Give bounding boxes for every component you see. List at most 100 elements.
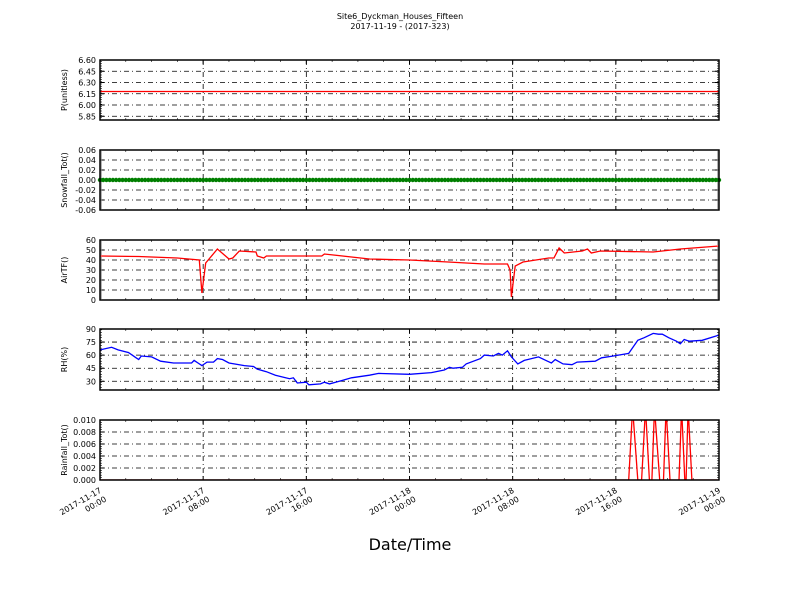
data-point — [117, 177, 122, 183]
data-point — [323, 177, 328, 183]
data-point — [236, 177, 241, 183]
data-point — [571, 177, 577, 183]
data-point — [626, 177, 631, 183]
data-point — [120, 177, 125, 183]
y-tick-label: 50 — [86, 246, 96, 255]
data-point — [304, 177, 309, 183]
data-point — [146, 177, 151, 183]
data-point — [623, 177, 628, 183]
data-point — [307, 177, 312, 183]
data-point — [336, 177, 341, 183]
data-point — [613, 177, 619, 183]
y-tick-label: 6.00 — [78, 101, 96, 110]
data-point — [139, 177, 145, 183]
data-point — [275, 177, 280, 183]
data-point — [242, 177, 248, 183]
data-point — [233, 177, 238, 183]
y-tick-label: 30 — [86, 266, 96, 275]
data-point — [455, 177, 461, 183]
data-point — [549, 177, 554, 183]
data-point — [458, 177, 464, 183]
data-point — [542, 177, 548, 183]
data-point — [639, 177, 644, 183]
y-tick-label: -0.06 — [75, 206, 96, 215]
data-point — [591, 177, 596, 183]
data-point — [320, 177, 325, 183]
data-point — [265, 177, 270, 183]
x-tick-label: 2017-11-1716:00 — [265, 486, 315, 526]
data-point — [478, 177, 483, 183]
data-point — [371, 177, 377, 183]
y-tick-label: 0.002 — [73, 464, 96, 473]
y-tick-label: 0.004 — [73, 452, 96, 461]
data-point — [581, 177, 586, 183]
y-tick-label: 6.60 — [78, 56, 96, 65]
data-point — [568, 177, 573, 183]
x-tick-label: 2017-11-1800:00 — [368, 486, 418, 526]
data-point — [636, 177, 641, 183]
data-point — [620, 177, 625, 183]
panel-4: 30 45 60 75 90 RH(%) — [60, 325, 720, 391]
y-tick-label: 40 — [86, 256, 96, 265]
data-point — [113, 177, 119, 183]
y-tick-label: 60 — [86, 236, 96, 245]
data-point — [123, 177, 128, 183]
data-point — [700, 177, 706, 183]
data-point — [294, 177, 299, 183]
data-point — [107, 177, 112, 183]
data-point — [442, 177, 448, 183]
data-point — [288, 177, 293, 183]
data-point — [429, 177, 435, 183]
data-point — [436, 177, 441, 183]
data-point — [194, 177, 199, 183]
data-point — [333, 177, 338, 183]
y-tick-label: 6.15 — [78, 90, 96, 99]
axes-frame — [99, 239, 720, 301]
data-point — [339, 177, 344, 183]
data-point — [510, 177, 515, 183]
data-point — [687, 177, 693, 183]
data-point — [600, 177, 606, 183]
data-point — [558, 177, 564, 183]
x-axis-label: Date/Time — [369, 535, 452, 554]
data-point — [249, 177, 254, 183]
data-point — [178, 177, 183, 183]
data-point — [555, 177, 561, 183]
data-point — [420, 177, 425, 183]
data-point — [104, 177, 109, 183]
data-point — [352, 177, 357, 183]
y-tick-label: -0.02 — [75, 186, 96, 195]
data-point — [223, 177, 228, 183]
data-point — [665, 177, 670, 183]
data-point — [384, 177, 390, 183]
data-point — [529, 177, 535, 183]
data-point — [491, 177, 496, 183]
data-point — [562, 177, 567, 183]
y-tick-label: 60 — [86, 351, 96, 360]
data-point — [197, 177, 203, 183]
data-point — [668, 177, 673, 183]
data-point — [346, 177, 351, 183]
y-tick-label: 0.000 — [73, 476, 96, 485]
data-point — [400, 177, 406, 183]
data-point — [142, 177, 148, 183]
data-point — [471, 177, 477, 183]
data-point — [520, 177, 525, 183]
y-tick-label: 0.00 — [78, 176, 96, 185]
data-point — [229, 177, 235, 183]
data-point — [433, 177, 438, 183]
data-point — [397, 177, 403, 183]
data-point — [220, 177, 225, 183]
data-point — [526, 177, 531, 183]
data-point — [481, 177, 486, 183]
x-tick-label: 2017-11-1816:00 — [574, 486, 624, 526]
data-point — [607, 177, 612, 183]
y-axis-label: Snowfall_Tot() — [60, 152, 69, 208]
data-point — [645, 177, 651, 183]
y-tick-label: 6.30 — [78, 79, 96, 88]
data-point — [468, 177, 473, 183]
data-point — [513, 177, 519, 183]
data-point — [449, 177, 454, 183]
